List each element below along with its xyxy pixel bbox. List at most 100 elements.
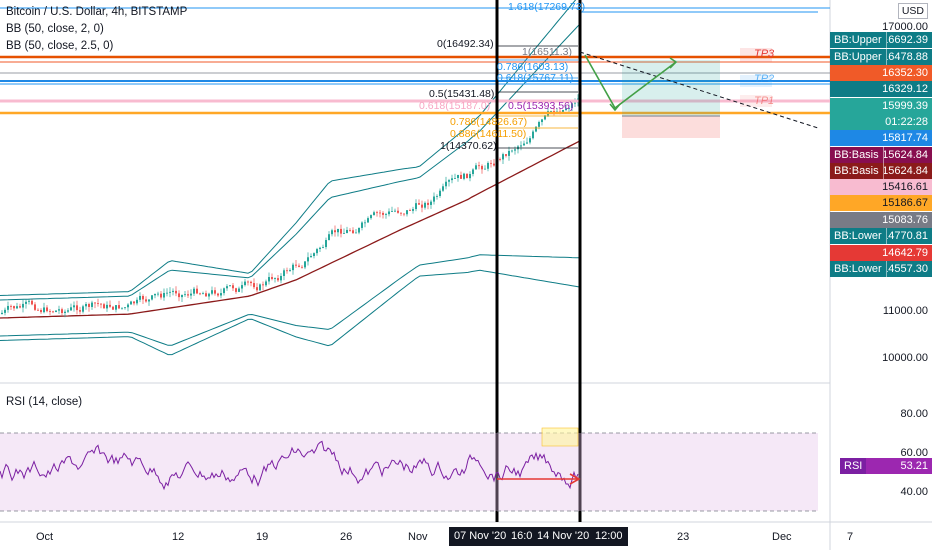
x-badge-end-time: 12:00 xyxy=(590,527,628,546)
indicator-bb-2-5[interactable]: BB (50, close, 2.5, 0) xyxy=(6,40,114,52)
bb-basis-line xyxy=(0,140,581,319)
candle-body xyxy=(1,312,3,314)
fib-level-label: 1(16511.3) xyxy=(522,46,573,58)
price-label-tag: BB:Lower xyxy=(830,261,887,277)
fib-level-label: 0.618(15767.11) xyxy=(497,72,574,84)
candle-body xyxy=(394,210,396,212)
rsi-pane xyxy=(0,427,818,512)
candle-body xyxy=(544,115,546,120)
candle-body xyxy=(127,304,129,308)
candle-body xyxy=(451,178,453,181)
x-badge-start-date: 07 Nov '20 xyxy=(449,527,512,546)
arrow-head xyxy=(669,57,678,69)
candle-body xyxy=(484,168,486,170)
arrow-head xyxy=(609,103,621,112)
candle-body xyxy=(325,240,327,248)
candle-body xyxy=(259,284,261,291)
candle-body xyxy=(493,163,495,166)
candle-body xyxy=(166,292,168,294)
candle-body xyxy=(301,266,303,268)
candle-body xyxy=(505,154,507,156)
price-label: 01:22:28 xyxy=(830,114,932,130)
tp3-label: TP3 xyxy=(754,48,775,60)
candle-body xyxy=(358,227,360,233)
rsi-value-label: RSI 53.21 xyxy=(840,458,932,474)
tp2-label: TP2 xyxy=(754,73,775,85)
candle-body xyxy=(223,288,225,294)
price-label-value: 16478.88 xyxy=(882,51,928,63)
candle-body xyxy=(262,284,264,286)
candle-body xyxy=(109,304,111,307)
bb-lower-line xyxy=(0,254,581,346)
candle-body xyxy=(229,285,231,287)
candle-body xyxy=(271,277,273,279)
candle-body xyxy=(487,162,489,169)
candle-body xyxy=(448,180,450,182)
price-label-value: 14642.79 xyxy=(882,247,928,259)
candle-body xyxy=(4,309,6,313)
candle-body xyxy=(214,290,216,294)
price-label-tag: BB:Basis xyxy=(830,147,884,163)
candle-body xyxy=(472,169,474,175)
candle-body xyxy=(532,131,534,139)
candle-body xyxy=(169,291,171,293)
price-label-value: 16329.12 xyxy=(882,83,928,95)
fib-level-label: 0.5(15393.56) xyxy=(508,100,574,112)
candle-body xyxy=(187,294,189,296)
tp3-zone xyxy=(740,48,772,62)
candle-body xyxy=(202,293,204,295)
candle-body xyxy=(403,213,405,215)
x-label-dec: Dec xyxy=(772,531,792,543)
price-label-value: 16352.30 xyxy=(882,67,928,79)
candle-body xyxy=(439,190,441,196)
candle-body xyxy=(526,142,528,144)
candle-body xyxy=(136,299,138,304)
price-label: BB:Basis 15624.84 xyxy=(830,163,932,179)
loss-zone xyxy=(622,116,720,138)
price-label: BB:Upper 16478.88 xyxy=(830,49,932,65)
price-label-value: 15083.76 xyxy=(882,214,928,226)
projection-path xyxy=(584,54,677,110)
candle-body xyxy=(253,283,255,288)
candle-body xyxy=(274,278,276,279)
candle-body xyxy=(172,290,174,292)
candle-body xyxy=(181,294,183,298)
y-tick-10000: 10000.00 xyxy=(882,352,928,364)
candle-body xyxy=(25,301,27,304)
candle-body xyxy=(310,256,312,258)
price-label-value: 15186.67 xyxy=(882,197,928,209)
candle-body xyxy=(490,162,492,164)
candle-body xyxy=(475,165,477,170)
candle-body xyxy=(433,196,435,202)
candle-body xyxy=(277,278,279,281)
candle-body xyxy=(391,211,393,212)
candle-body xyxy=(574,102,576,104)
candle-body xyxy=(91,302,93,307)
price-label-tag: BB:Basis xyxy=(830,163,884,179)
rsi-title[interactable]: RSI (14, close) xyxy=(6,396,83,408)
candle-body xyxy=(442,186,444,191)
candle-body xyxy=(466,173,468,179)
price-label: 14642.79 xyxy=(830,245,932,261)
candle-body xyxy=(139,295,141,300)
currency-button[interactable]: USD xyxy=(897,3,928,19)
candle-body xyxy=(370,215,372,219)
candle-body xyxy=(535,126,537,132)
candle-body xyxy=(298,265,300,267)
indicator-bb-2[interactable]: BB (50, close, 2, 0) xyxy=(6,23,104,35)
candle-body xyxy=(523,143,525,146)
x-label-12: 12 xyxy=(172,531,185,543)
x-label-23: 23 xyxy=(677,531,690,543)
candle-body xyxy=(328,234,330,241)
candle-body xyxy=(541,119,543,123)
candle-body xyxy=(250,281,252,284)
candle-body xyxy=(313,253,315,257)
candle-body xyxy=(31,300,33,305)
candle-body xyxy=(178,293,180,298)
bb-lower-line xyxy=(0,269,581,356)
candle-body xyxy=(550,111,552,112)
candle-body xyxy=(502,154,504,160)
price-label: 15817.74 xyxy=(830,130,932,146)
candle-body xyxy=(385,214,387,215)
